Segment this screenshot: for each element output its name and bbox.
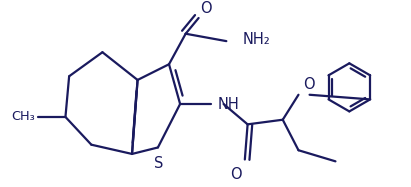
Text: O: O bbox=[201, 1, 212, 16]
Text: NH₂: NH₂ bbox=[243, 32, 271, 47]
Text: O: O bbox=[230, 167, 241, 182]
Text: O: O bbox=[303, 77, 315, 92]
Text: NH: NH bbox=[218, 96, 240, 111]
Text: S: S bbox=[154, 156, 164, 171]
Text: CH₃: CH₃ bbox=[11, 111, 35, 123]
